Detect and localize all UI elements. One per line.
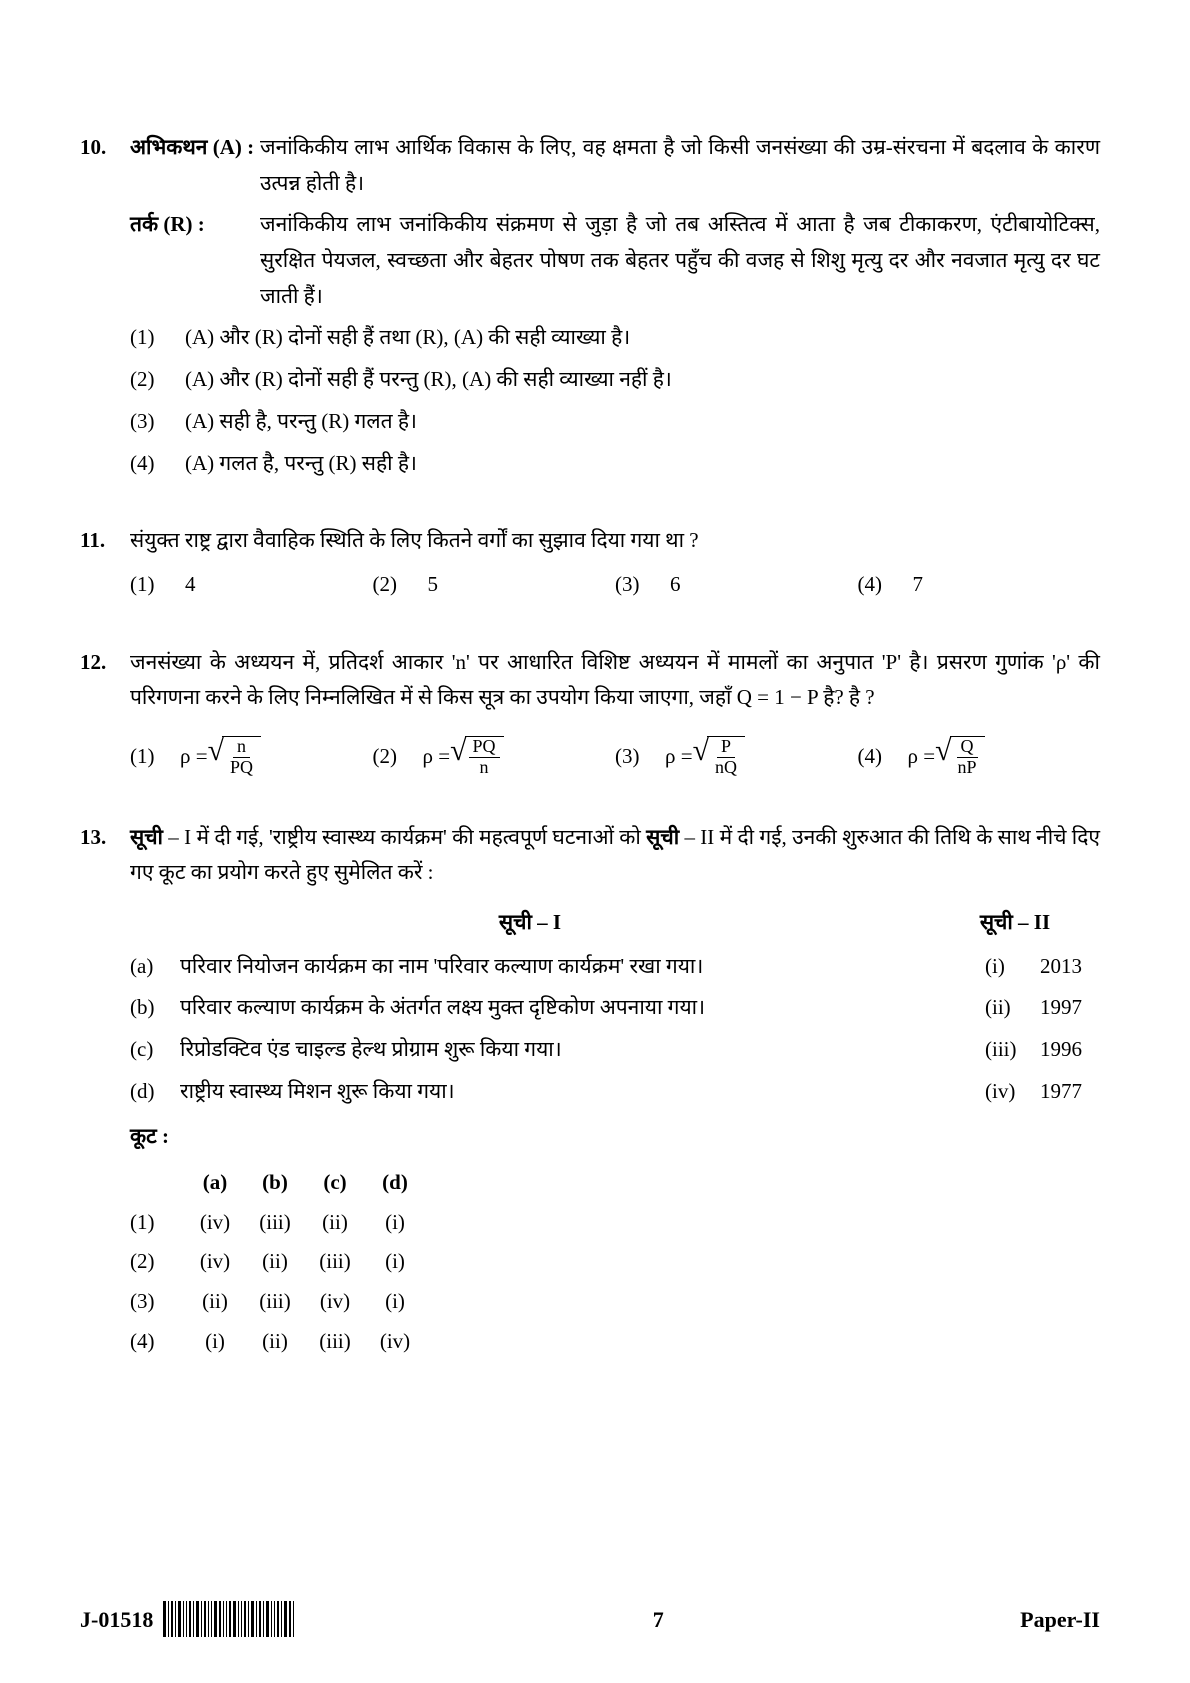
barcode-icon xyxy=(163,1601,296,1637)
question-number: 12. xyxy=(80,645,130,681)
question-text: सूची – I में दी गई, 'राष्ट्रीय स्वास्थ्य… xyxy=(130,820,1100,891)
option-4: (4) (A) गलत है, परन्तु (R) सही है। xyxy=(130,446,1100,482)
reason-label: तर्क (R) : xyxy=(130,207,260,243)
code-table: (a) (b) (c) (d) (1) (iv) (iii) (ii) (i) … xyxy=(130,1165,1100,1359)
option-3: (3) (A) सही है, परन्तु (R) गलत है। xyxy=(130,404,1100,440)
formula-option-2: (2) ρ = √PQn xyxy=(373,736,616,778)
page-number: 7 xyxy=(653,1601,664,1638)
option-3: (3)6 xyxy=(615,567,858,603)
formula-options: (1) ρ = √nPQ (2) ρ = √PQn (3) ρ = √PnQ (… xyxy=(130,736,1100,778)
list-item-c: (c) रिप्रोडक्टिव एंड चाइल्ड हेल्थ प्रोग्… xyxy=(130,1032,1100,1068)
question-text: जनसंख्या के अध्ययन में, प्रतिदर्श आकार '… xyxy=(130,645,1100,716)
option-2: (2)5 xyxy=(373,567,616,603)
formula-option-1: (1) ρ = √nPQ xyxy=(130,736,373,778)
option-1: (1) (A) और (R) दोनों सही हैं तथा (R), (A… xyxy=(130,320,1100,356)
question-number: 11. xyxy=(80,523,130,559)
reason-text: जनांकिकीय लाभ जनांकिकीय संक्रमण से जुड़ा… xyxy=(260,207,1100,314)
paper-label: Paper-II xyxy=(1020,1601,1100,1638)
question-12: 12. जनसंख्या के अध्ययन में, प्रतिदर्श आक… xyxy=(80,645,1100,778)
assertion-text: जनांकिकीय लाभ आर्थिक विकास के लिए, वह क्… xyxy=(260,130,1100,201)
option-1: (1)4 xyxy=(130,567,373,603)
code-label: कूट : xyxy=(130,1119,1100,1155)
question-11: 11. संयुक्त राष्ट्र द्वारा वैवाहिक स्थित… xyxy=(80,523,1100,602)
code-row-4: (4) (i) (ii) (iii) (iv) xyxy=(130,1324,1100,1360)
code-header: (a) (b) (c) (d) xyxy=(130,1165,1100,1201)
paper-code: J-01518 xyxy=(80,1601,153,1638)
formula-option-3: (3) ρ = √PnQ xyxy=(615,736,858,778)
page-footer: J-01518 7 Paper-II xyxy=(80,1601,1100,1638)
question-13: 13. सूची – I में दी गई, 'राष्ट्रीय स्वास… xyxy=(80,820,1100,1360)
list-item-b: (b) परिवार कल्याण कार्यक्रम के अंतर्गत ल… xyxy=(130,990,1100,1026)
list-header: सूची – I सूची – II xyxy=(130,905,1100,941)
code-row-2: (2) (iv) (ii) (iii) (i) xyxy=(130,1244,1100,1280)
list-item-d: (d) राष्ट्रीय स्वास्थ्य मिशन शुरू किया ग… xyxy=(130,1074,1100,1110)
question-number: 10. xyxy=(80,130,130,166)
options-row: (1)4 (2)5 (3)6 (4)7 xyxy=(130,567,1100,603)
assertion-label: अभिकथन (A) : xyxy=(130,130,260,166)
question-10: 10. अभिकथन (A) : जनांकिकीय लाभ आर्थिक वि… xyxy=(80,130,1100,481)
option-2: (2) (A) और (R) दोनों सही हैं परन्तु (R),… xyxy=(130,362,1100,398)
code-row-1: (1) (iv) (iii) (ii) (i) xyxy=(130,1205,1100,1241)
question-number: 13. xyxy=(80,820,130,856)
list-item-a: (a) परिवार नियोजन कार्यक्रम का नाम 'परिव… xyxy=(130,949,1100,985)
option-4: (4)7 xyxy=(858,567,1101,603)
question-text: संयुक्त राष्ट्र द्वारा वैवाहिक स्थिति के… xyxy=(130,523,1100,559)
code-row-3: (3) (ii) (iii) (iv) (i) xyxy=(130,1284,1100,1320)
formula-option-4: (4) ρ = √QnP xyxy=(858,736,1101,778)
